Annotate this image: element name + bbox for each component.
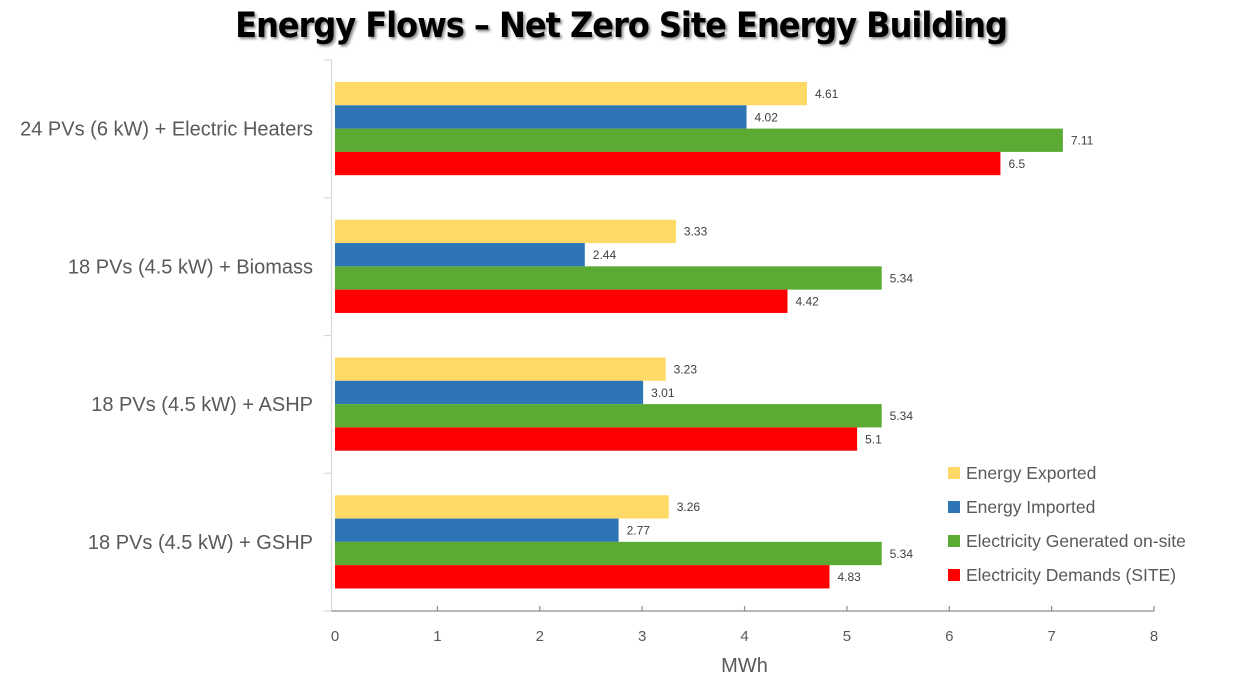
x-axis-title: MWh	[721, 655, 768, 677]
category-labels: 24 PVs (6 kW) + Electric Heaters 18 PVs (…	[20, 119, 313, 554]
legend-item: Energy Imported	[948, 497, 1095, 517]
x-tick-labels: 0 1 2 3 4 5 6 7 8	[331, 628, 1158, 645]
bar	[335, 128, 1063, 152]
legend-label: Energy Exported	[966, 463, 1096, 483]
data-label: 3.33	[684, 225, 708, 239]
x-tick-label: 0	[331, 628, 339, 645]
bar	[335, 219, 676, 244]
legend: Energy Exported Energy Imported Electricit…	[948, 463, 1186, 585]
data-label: 6.5	[1008, 157, 1025, 171]
x-tick-label: 4	[740, 628, 748, 645]
bar	[335, 404, 882, 428]
legend-label: Electricity Demands (SITE)	[966, 565, 1176, 585]
bar	[335, 289, 788, 313]
data-label: 5.34	[890, 547, 914, 561]
legend-swatch	[948, 467, 960, 479]
bar	[335, 82, 807, 106]
data-label: 2.77	[627, 524, 651, 538]
data-label: 4.83	[837, 570, 861, 584]
bar	[335, 105, 747, 129]
data-label: 5.34	[890, 409, 914, 423]
x-tick-label: 8	[1150, 628, 1158, 645]
category-label: 18 PVs (4.5 kW) + ASHP	[91, 394, 313, 416]
x-tick-label: 7	[1047, 628, 1055, 645]
category-label: 18 PVs (4.5 kW) + Biomass	[68, 256, 313, 278]
bar	[335, 518, 619, 542]
bar	[335, 427, 858, 451]
data-label: 4.61	[815, 87, 839, 101]
axes	[324, 59, 1155, 612]
legend-label: Electricity Generated on-site	[966, 531, 1186, 551]
bars	[335, 82, 1063, 589]
data-label: 2.44	[593, 248, 617, 262]
legend-swatch	[948, 569, 960, 581]
bar	[335, 541, 882, 566]
legend-swatch	[948, 501, 960, 513]
legend-item: Electricity Generated on-site	[948, 531, 1186, 551]
data-label: 3.23	[674, 362, 698, 376]
data-label: 7.11	[1071, 134, 1094, 148]
bar	[335, 243, 585, 267]
bar	[335, 565, 830, 589]
data-label: 4.02	[755, 110, 779, 124]
legend-swatch	[948, 535, 960, 547]
category-label: 24 PVs (6 kW) + Electric Heaters	[20, 119, 313, 141]
x-tick-label: 2	[536, 628, 544, 645]
category-label: 18 PVs (4.5 kW) + GSHP	[88, 532, 313, 554]
data-label: 4.42	[795, 295, 819, 309]
x-tick-label: 5	[843, 628, 851, 645]
x-tick-label: 3	[638, 628, 646, 645]
data-label: 3.26	[677, 500, 701, 514]
bar	[335, 151, 1001, 176]
chart-title: Energy Flows – Net Zero Site Energy Buil…	[235, 6, 1008, 46]
bar	[335, 380, 644, 405]
legend-item: Electricity Demands (SITE)	[948, 565, 1176, 585]
data-label: 3.01	[651, 386, 675, 400]
x-tick-label: 1	[433, 628, 441, 645]
data-label: 5.34	[890, 271, 914, 285]
data-label: 5.1	[865, 432, 882, 446]
legend-item: Energy Exported	[948, 463, 1096, 483]
data-labels: 4.61 4.02 7.11 6.5 3.33 2.44 5.34 4.42 3.23 3.01 5…	[593, 87, 1094, 584]
legend-label: Energy Imported	[966, 497, 1095, 517]
x-tick-label: 6	[945, 628, 953, 645]
bar	[335, 357, 666, 381]
bar	[335, 266, 882, 290]
bar	[335, 495, 669, 519]
